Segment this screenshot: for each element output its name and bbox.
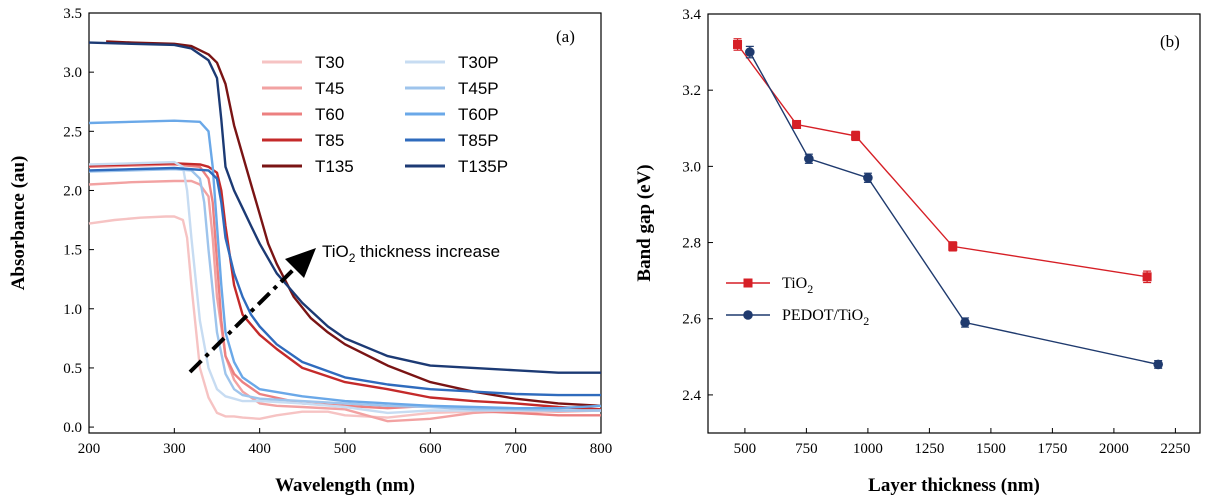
arrow-head-icon [285,248,316,278]
data-point-circle [863,172,873,183]
y-tick-label: 0.5 [63,361,82,377]
legend-label-t85: T85 [315,131,344,150]
legend-label-tio2: TiO2 [782,275,813,296]
legend-label-t135: T135 [315,157,354,176]
panel-b-tag: (b) [1160,32,1180,51]
panel-a-series-group [88,40,602,423]
y-tick-label: 3.4 [682,7,701,23]
series-line-t30 [88,215,601,420]
legend-marker-square [743,278,753,288]
legend-label-t135p: T135P [458,157,508,176]
x-tick-label: 1000 [853,441,883,457]
y-tick-label: 2.8 [682,236,701,252]
thickness-arrow-annotation: TiO2 thickness increase [188,242,500,374]
x-tick-label: 1500 [976,441,1006,457]
y-tick-label: 3.0 [682,159,701,175]
panel-b-y-ticks: 2.4 2.6 2.8 3.0 3.2 3.4 [682,7,713,404]
panel-a-plot-area: 200 300 400 500 600 700 800 0.0 0.5 1.0 1.5 2.0 2.5… [63,6,612,457]
x-tick-label: 2250 [1160,441,1190,457]
legend-label-t30: T30 [315,53,344,72]
panel-a: 200 300 400 500 600 700 800 0.0 0.5 1.0 1.5 2.0 2.5… [8,6,612,496]
panel-b-plot-area: 500 750 1000 1250 1500 1750 2000 2250 2.4 2.6 2.8… [682,7,1201,457]
series-line-t30p [88,160,601,415]
series-line-t45p [88,168,601,412]
thickness-annotation-text: TiO2 thickness increase [322,242,500,265]
panel-a-tag: (a) [556,27,575,46]
panel-b-frame [707,13,1201,434]
panel-a-y-ticks: 0.0 0.5 1.0 1.5 2.0 2.5 3.0 3.5 [63,6,94,436]
data-point-square [851,131,861,141]
dash-dot-arrow-line [188,263,300,374]
y-tick-label: 3.2 [682,83,701,99]
series-line-t85 [88,162,602,411]
panel-a-legend: T30 T45 T60 T85 T135 T30P T45P T60P T85P T135P [262,53,508,176]
x-tick-label: 500 [334,441,357,457]
y-tick-label: 2.0 [63,183,82,199]
series-line-t45 [88,179,602,423]
panel-a-x-axis-label: Wavelength (nm) [275,475,415,496]
panel-b-legend: TiO2 PEDOT/TiO2 [726,275,869,328]
data-point-square [948,241,958,251]
data-point-square [792,119,802,129]
legend-label-t60: T60 [315,105,344,124]
series-line-t60p [88,119,602,410]
legend-label-t45p: T45P [458,79,499,98]
panel-a-y-axis-label: Absorbance (au) [8,156,29,291]
y-tick-label: 2.5 [63,124,82,140]
panel-b: 500 750 1000 1250 1500 1750 2000 2250 2.4 2.6 2.8… [634,7,1201,496]
x-tick-label: 1750 [1037,441,1067,457]
legend-label-pedot-tio2: PEDOT/TiO2 [782,307,869,328]
legend-marker-circle [743,310,753,320]
legend-label-t85p: T85P [458,131,499,150]
panel-a-x-ticks: 200 300 400 500 600 700 800 [78,428,613,457]
y-tick-label: 1.5 [63,243,82,259]
x-tick-label: 600 [419,441,442,457]
legend-label-t45: T45 [315,79,344,98]
legend-label-t30p: T30P [458,53,499,72]
y-tick-label: 1.0 [63,302,82,318]
panel-b-series-group [733,38,1163,370]
panel-b-x-ticks: 500 750 1000 1250 1500 1750 2000 2250 [734,428,1190,457]
data-point-square [733,39,743,49]
x-tick-label: 750 [795,441,818,457]
legend-label-t60p: T60P [458,105,499,124]
y-tick-label: 0.0 [63,420,82,436]
x-tick-label: 700 [504,441,527,457]
y-tick-label: 3.5 [63,6,82,22]
y-tick-label: 3.0 [63,65,82,81]
series-line-tio2 [736,44,1148,278]
y-tick-label: 2.4 [682,388,701,404]
x-tick-label: 800 [590,441,613,457]
data-point-circle [745,47,755,57]
series-line-t135p [88,41,601,374]
x-tick-label: 1250 [914,441,944,457]
data-point-square [1142,272,1152,282]
x-tick-label: 400 [248,441,271,457]
data-point-circle [804,153,814,164]
data-point-circle [1153,359,1163,370]
x-tick-label: 200 [78,441,101,457]
panel-b-y-axis-label: Band gap (eV) [634,164,655,281]
data-point-circle [960,317,970,328]
series-line-t85p [88,166,601,397]
x-tick-label: 500 [734,441,757,457]
series-line-t135 [106,40,602,407]
x-tick-label: 300 [163,441,186,457]
y-tick-label: 2.6 [682,312,701,328]
x-tick-label: 2000 [1099,441,1129,457]
panel-b-x-axis-label: Layer thickness (nm) [868,475,1040,496]
